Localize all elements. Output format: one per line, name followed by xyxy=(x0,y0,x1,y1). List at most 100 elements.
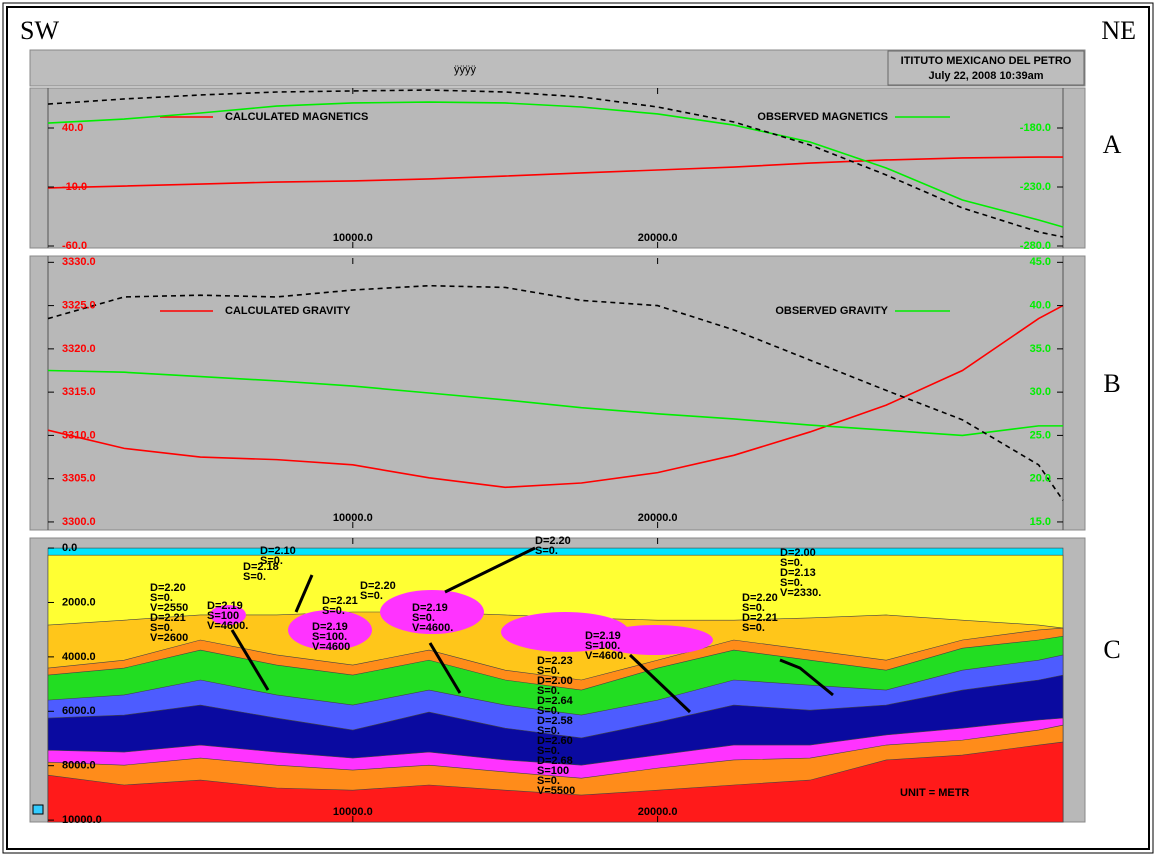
header-box xyxy=(887,50,1085,86)
institution: ITITUTO MEXICANO DEL PETRO xyxy=(901,55,1072,67)
legend-label: OBSERVED GRAVITY xyxy=(775,305,888,317)
annotation: S=0. xyxy=(780,557,803,569)
annotation: S=0. xyxy=(537,775,560,787)
unit-note: UNIT = METR xyxy=(900,787,969,799)
gravity-panel: CALCULATED GRAVITY OBSERVED GRAVITY 15.0 20… xyxy=(47,256,1064,528)
header-title: ÿÿÿÿ xyxy=(454,64,477,76)
annotation: S=0. xyxy=(537,725,560,737)
y2-tick-label: 45.0 xyxy=(1030,256,1051,268)
annotation: S=0. xyxy=(150,622,173,634)
y-tick-label: 3310.0 xyxy=(62,429,96,441)
annotation: V=5500 xyxy=(537,785,575,797)
layer xyxy=(47,741,1064,823)
ne-label: NE xyxy=(1101,16,1136,45)
annotation: D=2.23 xyxy=(537,655,573,667)
legend-label: CALCULATED GRAVITY xyxy=(225,305,351,317)
annotation: S=0. xyxy=(742,602,765,614)
series-line xyxy=(47,304,1064,489)
salt-body xyxy=(380,590,484,634)
annotation: D=2.13 xyxy=(780,567,816,579)
salt-body xyxy=(210,605,246,625)
annotation: D=2.21 xyxy=(742,612,778,624)
dashed-line xyxy=(47,89,1064,238)
x-tick-label: 10000.0 xyxy=(333,232,373,244)
annotation: D=2.20 xyxy=(360,580,396,592)
x-tick-label: 10000.0 xyxy=(333,512,373,524)
y-tick-label: 3330.0 xyxy=(62,256,96,268)
y-tick-label: -10.0 xyxy=(62,181,87,193)
x-tick-label: 10000.0 xyxy=(333,806,373,818)
annotation: D=2.68 xyxy=(537,755,573,767)
annotation: V=2550 xyxy=(150,602,188,614)
annotation: D=2.64 xyxy=(537,695,574,707)
annotation: S=0. xyxy=(243,571,266,583)
inner-frame xyxy=(6,6,1150,850)
x-tick-label: 20000.0 xyxy=(638,512,678,524)
annotation: D=2.19 xyxy=(207,600,243,612)
y2-tick-label: 15.0 xyxy=(1030,516,1051,528)
annotation: V=4600. xyxy=(412,622,453,634)
annotation: D=2.18 xyxy=(243,561,279,573)
annotation: S=0. xyxy=(260,555,283,567)
y-tick-label: 40.0 xyxy=(62,122,83,134)
y-tick-label: 4000.0 xyxy=(62,651,96,663)
y2-tick-label: -230.0 xyxy=(1020,181,1051,193)
series-line xyxy=(47,101,1064,228)
annotation: S=0. xyxy=(742,622,765,634)
annotation: S=0. xyxy=(537,705,560,717)
small-icon xyxy=(32,804,44,815)
annotation: S=100 xyxy=(207,610,239,622)
annotation: S=0. xyxy=(322,605,345,617)
date: July 22, 2008 10:39am xyxy=(929,70,1044,82)
fault xyxy=(294,574,314,613)
salt-body xyxy=(597,625,713,655)
dashed-line xyxy=(47,284,1064,501)
y-tick-label: 3300.0 xyxy=(62,516,96,528)
annotation: S=0. xyxy=(360,590,383,602)
annotation: D=2.00 xyxy=(537,675,573,687)
y-tick-label: 3315.0 xyxy=(62,386,96,398)
annotation: S=0. xyxy=(150,592,173,604)
panel-a-frame xyxy=(29,87,1086,249)
fault xyxy=(779,658,834,697)
y-tick-label: 3325.0 xyxy=(62,300,96,312)
y-tick-label: -60.0 xyxy=(62,240,87,252)
annotation: S=100 xyxy=(537,765,569,777)
legend-label: CALCULATED MAGNETICS xyxy=(225,111,368,123)
fault xyxy=(628,653,692,714)
series-line xyxy=(47,156,1063,189)
y-tick-label: 10000.0 xyxy=(62,814,102,826)
annotation: V=4600. xyxy=(585,650,626,662)
y-tick-label: 0.0 xyxy=(62,542,77,554)
annotation: V=2600 xyxy=(150,632,188,644)
annotation: S=0. xyxy=(537,665,560,677)
y2-tick-label: -280.0 xyxy=(1020,240,1051,252)
y-tick-label: 3320.0 xyxy=(62,343,96,355)
magnetics-panel: CALCULATED MAGNETICS OBSERVED MAGNETICS -2… xyxy=(47,88,1064,252)
annotation: D=2.20 xyxy=(150,582,186,594)
annotation: D=2.19 xyxy=(412,602,448,614)
annotation: V=2330. xyxy=(780,587,821,599)
y-tick-label: 2000.0 xyxy=(62,596,96,608)
annotation: S=0. xyxy=(537,685,560,697)
annotation: D=2.21 xyxy=(150,612,186,624)
panel-label: C xyxy=(1103,635,1120,664)
y-tick-label: 3305.0 xyxy=(62,473,96,485)
section-axes: D=2.10S=0.D=2.18S=0.D=2.20S=0.V=2550D=2.… xyxy=(48,535,969,826)
annotation: S=0. xyxy=(535,545,558,557)
annotation: V=4600. xyxy=(207,620,248,632)
salt-body xyxy=(288,610,372,650)
annotation: S=0. xyxy=(412,612,435,624)
sw-label: SW xyxy=(20,16,59,45)
fault xyxy=(444,546,536,594)
annotation: D=2.19 xyxy=(312,621,348,633)
y2-tick-label: 20.0 xyxy=(1030,473,1051,485)
section-overlay xyxy=(210,590,713,655)
y2-tick-label: 40.0 xyxy=(1030,300,1051,312)
panel-label: B xyxy=(1103,369,1120,398)
annotation: D=2.58 xyxy=(537,715,573,727)
annotation: D=2.20 xyxy=(742,592,778,604)
y-tick-label: 8000.0 xyxy=(62,760,96,772)
